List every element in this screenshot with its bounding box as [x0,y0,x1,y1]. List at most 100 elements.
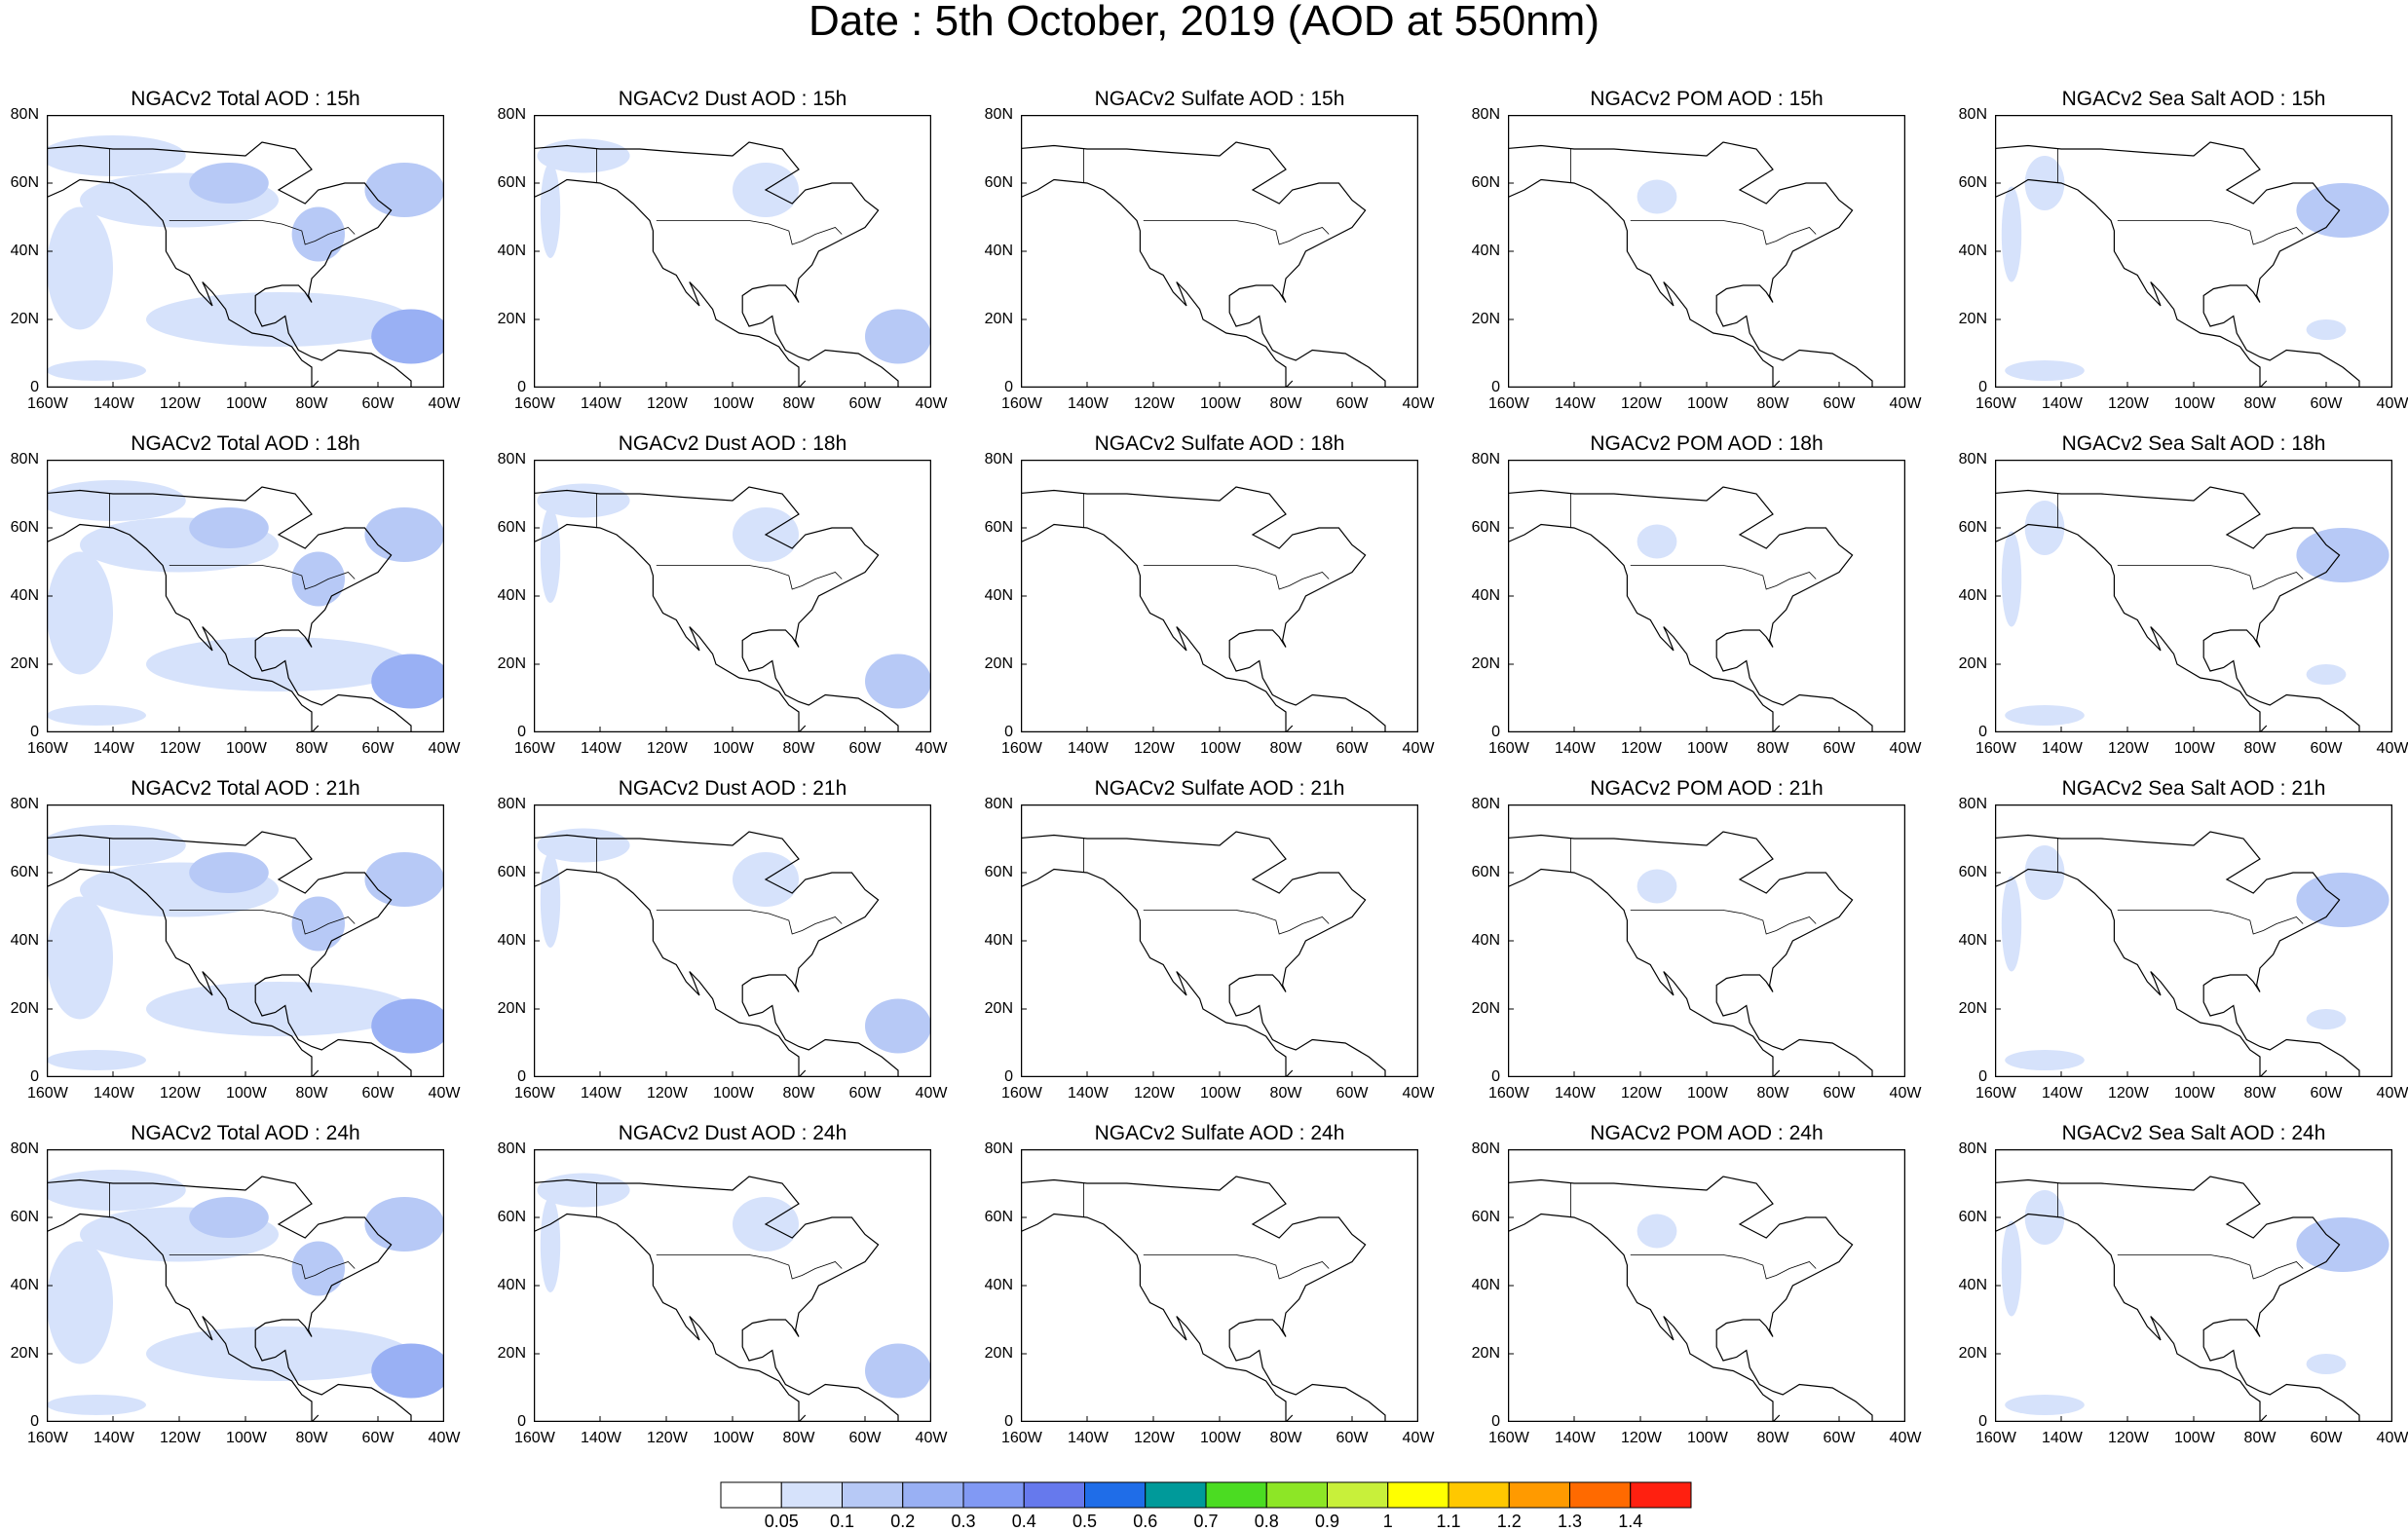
x-tick-label: 80W [1269,740,1302,757]
y-tick-label: 80N [10,796,39,812]
x-tick-label: 60W [848,740,882,757]
y-tick-label: 60N [497,174,526,191]
x-tick-label: 160W [27,395,68,412]
x-tick-label: 140W [1068,740,1109,757]
y-tick-label: 60N [1471,519,1500,536]
colorbar-swatch [1448,1481,1510,1509]
panel-title: NGACv2 Sea Salt AOD : 24h [2061,1122,2326,1144]
map-panel [534,460,931,732]
x-tick-label: 100W [226,1430,267,1446]
map-panel [1995,804,2392,1077]
country-border [2117,1254,2304,1280]
x-tick-label: 60W [1823,395,1856,412]
aod-region [146,292,411,347]
aod-region [146,637,411,691]
x-tick-label: 80W [1269,395,1302,412]
country-border [1143,220,1330,245]
y-tick-label: 60N [497,864,526,880]
x-tick-label: 120W [2108,740,2149,757]
panel-title: NGACv2 Total AOD : 24h [131,1122,360,1144]
y-tick-label: 40N [10,587,39,604]
x-tick-label: 140W [94,395,134,412]
coastline [1995,486,2360,732]
aod-region [540,163,561,258]
x-tick-label: 80W [782,1085,815,1102]
coastline [1021,1213,1294,1422]
aod-region [2005,1050,2085,1070]
y-tick-label: 80N [10,106,39,123]
country-border [1630,1254,1817,1280]
x-tick-label: 40W [2376,1430,2408,1446]
x-tick-label: 160W [1488,1085,1529,1102]
aod-region [537,1173,630,1208]
aod-region [2024,156,2065,210]
colorbar-swatch [1569,1481,1632,1509]
coastline [1021,178,1294,388]
x-tick-label: 160W [1488,395,1529,412]
coastline [534,523,807,732]
x-tick-label: 100W [226,1085,267,1102]
colorbar-swatch [1508,1481,1570,1509]
x-tick-label: 120W [647,1085,688,1102]
coastline [534,831,899,1077]
aod-region [2306,319,2347,340]
x-tick-label: 100W [1200,1430,1241,1446]
aod-region [2024,845,2065,900]
y-tick-label: 0 [517,1413,526,1430]
x-tick-label: 40W [428,740,461,757]
x-tick-label: 40W [428,1430,461,1446]
x-tick-label: 120W [160,1085,201,1102]
aod-region [47,360,146,381]
aod-region [371,998,444,1054]
aod-region [865,654,931,709]
country-border [2117,565,2304,590]
x-tick-label: 140W [581,395,621,412]
coastline [1021,141,1386,388]
coastline [1508,178,1781,388]
x-tick-label: 40W [1889,1085,1922,1102]
coastline [534,178,807,388]
y-tick-label: 20N [497,311,526,327]
y-tick-label: 40N [1471,932,1500,949]
coastline [1995,1176,2360,1422]
map-panel [47,115,444,388]
y-tick-label: 80N [1471,796,1500,812]
x-tick-label: 140W [581,740,621,757]
x-tick-label: 60W [2310,1085,2343,1102]
colorbar-label: 1.1 [1436,1512,1461,1531]
aod-region [2024,1190,2065,1245]
x-tick-label: 60W [1823,740,1856,757]
panel-title: NGACv2 Sulfate AOD : 18h [1094,432,1345,455]
x-tick-label: 100W [226,740,267,757]
x-tick-label: 60W [2310,395,2343,412]
y-tick-label: 0 [30,1413,39,1430]
aod-region [189,507,269,548]
aod-region [540,852,561,948]
map-panel [1508,460,1905,732]
x-tick-label: 140W [1555,1085,1596,1102]
x-tick-label: 80W [295,1430,328,1446]
x-tick-label: 140W [2042,740,2083,757]
x-tick-label: 40W [915,395,948,412]
y-tick-label: 0 [1978,724,1987,740]
y-tick-label: 40N [984,587,1013,604]
x-tick-label: 140W [2042,395,2083,412]
y-tick-label: 60N [10,864,39,880]
x-tick-label: 160W [514,1085,555,1102]
x-tick-label: 120W [1621,1430,1662,1446]
aod-region [2296,528,2389,582]
aod-region [2001,1220,2022,1317]
panel-title: NGACv2 Dust AOD : 24h [618,1122,847,1144]
aod-region [2306,1354,2347,1374]
x-tick-label: 140W [581,1430,621,1446]
y-tick-label: 40N [1958,932,1987,949]
x-tick-label: 40W [428,1085,461,1102]
colorbar-label: 0.9 [1314,1512,1340,1531]
y-tick-label: 60N [984,174,1013,191]
coastline [47,178,320,388]
aod-region [364,852,444,907]
aod-region [47,705,146,726]
aod-region [146,982,411,1036]
aod-region [364,1197,444,1252]
y-tick-label: 20N [10,1000,39,1017]
